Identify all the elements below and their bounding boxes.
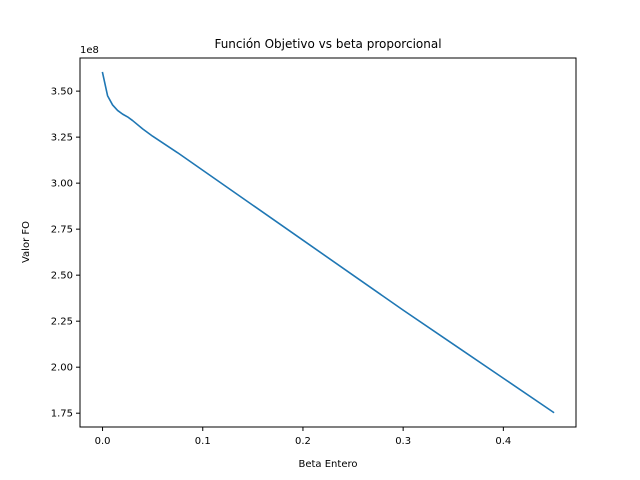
series-layer: [101, 71, 555, 414]
y-tick-label: 3.00: [51, 179, 73, 190]
x-tick-label: 0.3: [395, 436, 411, 447]
x-tick-label: 0.0: [95, 436, 111, 447]
y-tick-label: 2.25: [51, 317, 73, 328]
x-tick-label: 0.4: [495, 436, 511, 447]
y-tick-label: 2.75: [51, 225, 73, 236]
y-tick-label: 3.50: [51, 87, 73, 98]
y-axis-label: Valor FO: [21, 221, 32, 263]
x-tick-label: 0.2: [295, 436, 311, 447]
y-tick-label: 3.25: [51, 133, 73, 144]
y-tick-label: 2.00: [51, 363, 73, 374]
y-axis-ticks: 1.75 2.00 2.25 2.50 2.75 3.00 3.25 3.50: [51, 87, 80, 420]
series-line: [101, 71, 555, 414]
y-tick-label: 2.50: [51, 271, 73, 282]
y-offset-label: 1e8: [80, 45, 99, 56]
plot-frame: [79, 57, 577, 428]
y-tick-label: 1.75: [51, 409, 73, 420]
chart-title: Función Objetivo vs beta proporcional: [214, 37, 441, 51]
x-tick-label: 0.1: [195, 436, 211, 447]
x-axis-label: Beta Entero: [299, 459, 358, 470]
x-axis-ticks: 0.0 0.1 0.2 0.3 0.4: [95, 427, 511, 447]
